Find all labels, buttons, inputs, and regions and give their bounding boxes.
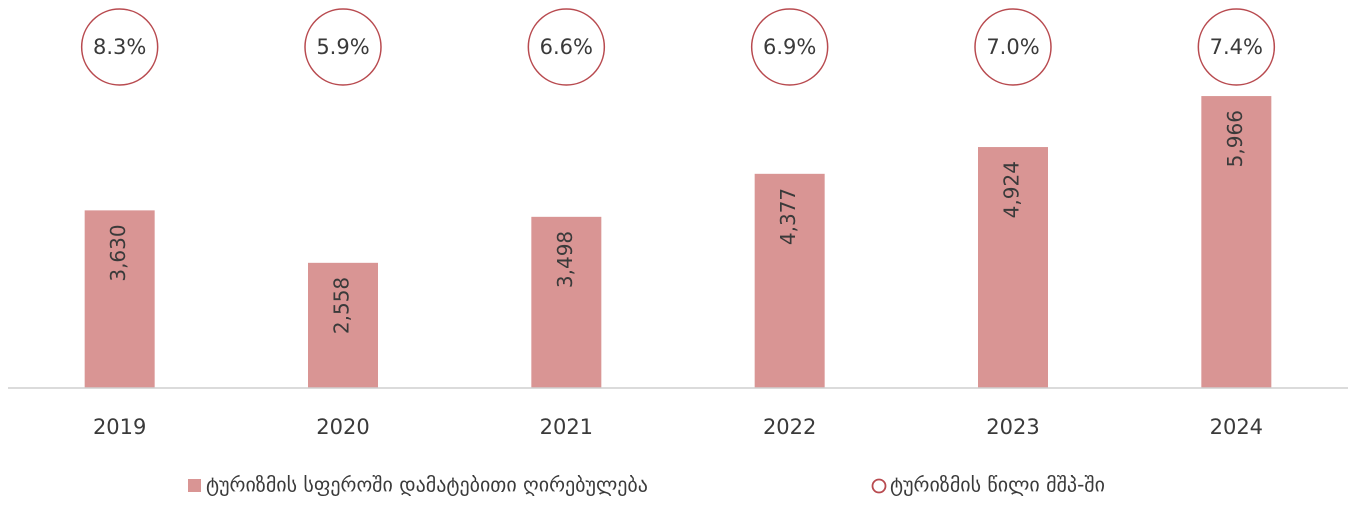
bar-value-label: 3,630 — [106, 224, 130, 281]
share-label: 6.6% — [540, 35, 593, 59]
bar-value-label: 3,498 — [553, 231, 577, 288]
bar-value-label: 4,377 — [776, 188, 800, 245]
bar — [754, 173, 825, 388]
bar — [308, 262, 378, 388]
share-circle — [527, 8, 606, 86]
x-tick-label: 2019 — [93, 415, 146, 439]
share-circle — [304, 8, 382, 86]
legend-label: ტურიზმის სფეროში დამატებითი ღირებულება — [206, 473, 648, 497]
x-tick-label: 2021 — [540, 415, 593, 439]
bar — [84, 210, 155, 388]
share-circle — [974, 8, 1052, 86]
bar — [978, 147, 1048, 388]
x-tick-label: 2024 — [1210, 415, 1263, 439]
x-tick-label: 2020 — [316, 415, 369, 439]
bar-value-label: 2,558 — [330, 277, 354, 334]
share-label: 5.9% — [316, 35, 369, 59]
bar — [1201, 96, 1272, 389]
share-label: 7.0% — [986, 35, 1039, 59]
legend-swatch — [188, 479, 201, 492]
legend-label: ტურიზმის წილი მშპ-ში — [890, 473, 1105, 497]
x-tick-label: 2023 — [986, 415, 1039, 439]
bar — [531, 216, 602, 388]
bar-value-label: 5,966 — [1223, 110, 1247, 167]
share-label: 7.4% — [1210, 35, 1263, 59]
bar-value-label: 4,924 — [1000, 161, 1024, 218]
share-circle — [80, 8, 159, 86]
legend-swatch — [871, 478, 887, 494]
x-tick-label: 2022 — [763, 415, 816, 439]
share-label: 6.9% — [763, 35, 816, 59]
share-circle — [750, 8, 829, 86]
share-label: 8.3% — [93, 35, 146, 59]
share-circle — [1197, 8, 1276, 86]
